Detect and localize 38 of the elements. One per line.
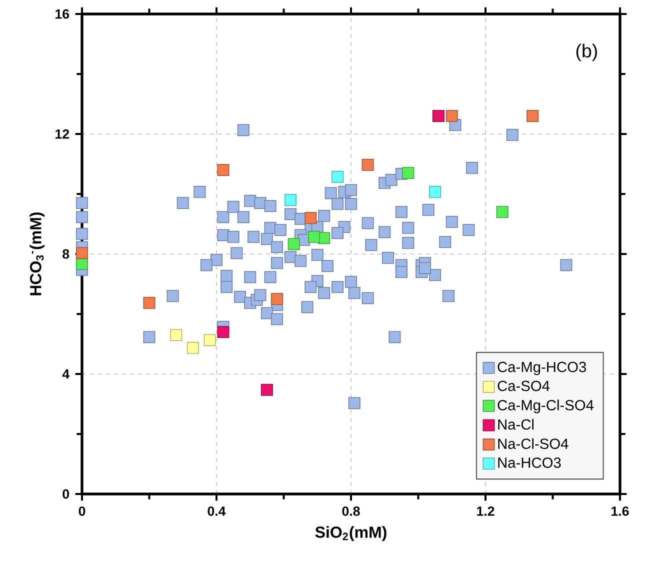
point [496, 206, 508, 218]
point [217, 326, 230, 338]
y-axis-title: HCO$_{3}$$^{-}$(mM) [30, 212, 45, 296]
point [260, 384, 273, 396]
point [288, 238, 300, 250]
point [446, 110, 458, 122]
point [429, 186, 442, 198]
x-tick-label: 0.8 [342, 506, 360, 516]
y-tick-label: 0 [62, 489, 70, 499]
legend-label: Na-Cl [498, 418, 534, 430]
point [284, 194, 296, 206]
point [362, 158, 374, 171]
point [186, 342, 199, 354]
point [217, 164, 230, 176]
annotation: (b) [576, 44, 597, 62]
point [170, 329, 182, 341]
legend-label: Ca-Mg-Cl-SO4 [498, 400, 594, 414]
point [332, 170, 344, 183]
point [143, 296, 156, 309]
x-tick-label: 1.6 [612, 506, 629, 516]
x-axis-title: SiO$_{2}$(mM) [315, 526, 386, 542]
point [271, 293, 284, 305]
y-tick-label: 8 [62, 249, 70, 259]
point [308, 230, 320, 243]
x-tick-label: 0 [78, 506, 86, 516]
point [526, 110, 539, 122]
point [304, 212, 317, 224]
x-tick-label: 1.2 [477, 506, 494, 516]
legend-label: Ca-SO4 [498, 380, 550, 392]
y-tick-label: 16 [56, 9, 70, 19]
point [204, 334, 216, 346]
x-tick-label: 0.4 [208, 506, 226, 516]
legend-label: Ca-Mg-HCO3 [498, 362, 586, 376]
legend-label: Na-HCO3 [498, 458, 561, 468]
point [432, 110, 444, 122]
y-tick-label: 4 [62, 369, 70, 379]
y-tick-label: 12 [56, 129, 70, 139]
legend-label: Na-Cl-SO4 [498, 438, 568, 449]
